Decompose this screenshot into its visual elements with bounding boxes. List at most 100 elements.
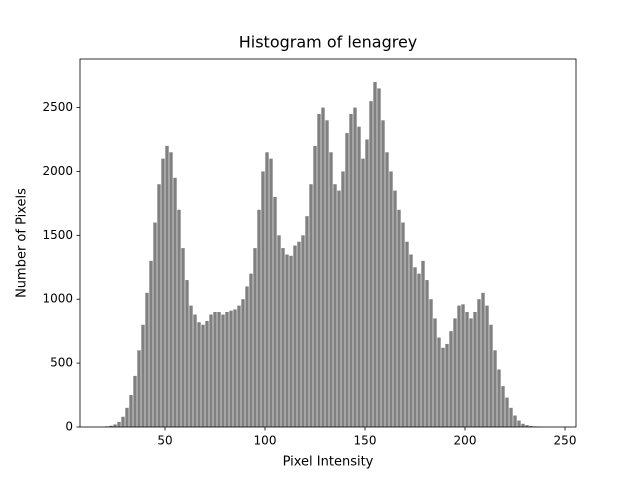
bar	[429, 299, 432, 427]
bar	[353, 108, 356, 427]
bar	[409, 255, 412, 428]
bar	[325, 120, 328, 427]
bar	[317, 114, 320, 427]
y-tick-label: 1000	[42, 292, 73, 306]
y-tick-label: 1500	[42, 228, 73, 242]
bar	[205, 321, 208, 427]
bar	[405, 242, 408, 427]
bar	[413, 267, 416, 427]
bar	[421, 261, 424, 427]
bar	[509, 408, 512, 427]
bar	[441, 348, 444, 427]
bar	[485, 306, 488, 427]
bar	[357, 127, 360, 427]
bar	[149, 261, 152, 427]
bar	[197, 322, 200, 427]
bar	[245, 286, 248, 427]
bar	[285, 255, 288, 428]
bar	[305, 216, 308, 427]
bar	[481, 293, 484, 427]
bar	[417, 274, 420, 427]
bar	[221, 315, 224, 427]
bar	[165, 146, 168, 427]
bar	[393, 191, 396, 427]
bar	[341, 171, 344, 427]
bar	[169, 152, 172, 427]
bar	[501, 386, 504, 427]
x-tick-label: 50	[157, 434, 172, 448]
y-tick-label: 2000	[42, 164, 73, 178]
bar	[157, 184, 160, 427]
bar	[361, 159, 364, 427]
x-tick-label: 100	[254, 434, 277, 448]
bar	[269, 159, 272, 427]
bar	[189, 306, 192, 427]
bar	[517, 421, 520, 427]
y-axis-label: Number of Pixels	[15, 188, 30, 298]
bar	[453, 318, 456, 427]
bar	[445, 344, 448, 427]
x-tick-label: 200	[454, 434, 477, 448]
bar	[425, 280, 428, 427]
y-tick-label: 500	[50, 356, 73, 370]
bar	[117, 422, 120, 427]
bar	[377, 88, 380, 427]
x-axis-label: Pixel Intensity	[283, 455, 374, 470]
bar	[273, 197, 276, 427]
bar	[365, 140, 368, 428]
bar	[513, 416, 516, 428]
bar	[233, 309, 236, 427]
bar	[229, 311, 232, 427]
bar	[337, 191, 340, 427]
y-tick-label: 2500	[42, 100, 73, 114]
bar	[173, 178, 176, 427]
bar	[177, 210, 180, 427]
bar	[369, 101, 372, 427]
bar	[137, 350, 140, 427]
bar	[201, 325, 204, 427]
bar	[457, 306, 460, 427]
bar	[257, 210, 260, 427]
bar	[249, 274, 252, 427]
bar	[469, 318, 472, 427]
bar	[433, 318, 436, 427]
bar	[397, 210, 400, 427]
bar	[129, 395, 132, 427]
bar	[261, 171, 264, 427]
bar	[217, 312, 220, 427]
bar	[465, 312, 468, 427]
bar	[241, 299, 244, 427]
bar	[161, 159, 164, 427]
bar	[277, 235, 280, 427]
bar	[373, 82, 376, 427]
bar	[505, 398, 508, 427]
bar	[401, 223, 404, 427]
bar	[489, 325, 492, 427]
bar	[145, 293, 148, 427]
bar	[333, 184, 336, 427]
bar	[461, 304, 464, 427]
bar	[289, 256, 292, 427]
bar	[321, 108, 324, 427]
bar	[497, 370, 500, 428]
bar	[381, 120, 384, 427]
bar	[349, 114, 352, 427]
bar	[141, 325, 144, 427]
bar	[297, 242, 300, 427]
bar	[281, 248, 284, 427]
bar	[293, 246, 296, 427]
bar	[449, 331, 452, 427]
y-tick-label: 0	[65, 420, 73, 434]
bar	[181, 248, 184, 427]
bar	[185, 280, 188, 427]
bar	[493, 350, 496, 427]
bar	[153, 223, 156, 427]
bar	[225, 312, 228, 427]
bar	[389, 171, 392, 427]
x-tick-label: 150	[354, 434, 377, 448]
bar	[385, 152, 388, 427]
bar	[473, 312, 476, 427]
bar	[309, 184, 312, 427]
bar	[209, 315, 212, 427]
